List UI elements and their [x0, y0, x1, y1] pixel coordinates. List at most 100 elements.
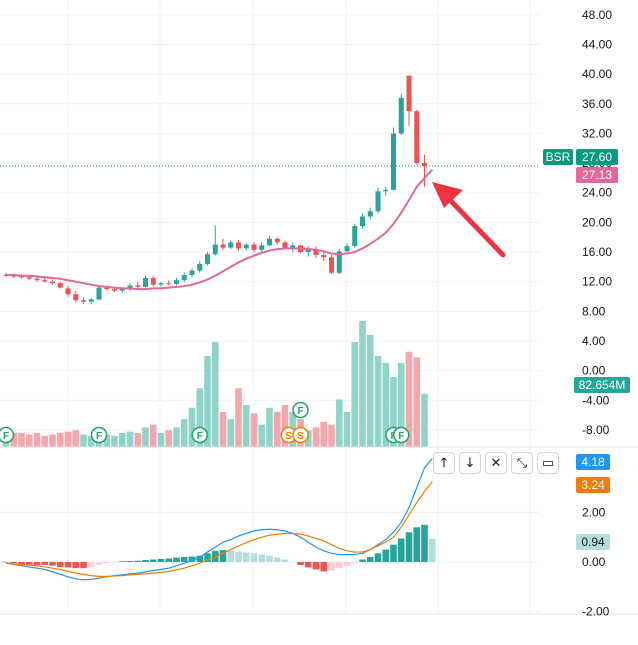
candle-body — [383, 189, 389, 192]
volume-bar — [64, 431, 72, 447]
candle-body — [367, 211, 373, 217]
candle — [360, 213, 365, 229]
grid — [0, 0, 540, 614]
volume-bar — [335, 399, 343, 447]
macd-histogram-bar — [359, 559, 366, 562]
candle — [158, 281, 164, 287]
volume-bar — [142, 427, 149, 447]
candle — [81, 297, 86, 304]
price-tick-label: 8.00 — [582, 304, 606, 318]
volume-marker-label: F — [96, 431, 102, 442]
volume-bar — [149, 424, 157, 447]
candle-body — [81, 300, 86, 302]
volume-bar — [328, 424, 335, 447]
svg-text:BSR: BSR — [546, 150, 571, 164]
maximize-pane-button[interactable]: ▭ — [537, 452, 559, 474]
volume-bar — [366, 335, 374, 447]
macd-histogram-bar — [18, 561, 25, 564]
candle — [96, 285, 102, 301]
macd-value-tag: 4.18 — [576, 454, 610, 470]
volume-bar — [103, 434, 111, 447]
volume-bar — [204, 356, 211, 447]
macd-axis: 2.00 0.00 -2.00 — [582, 505, 610, 618]
volume-bar — [382, 363, 390, 447]
candle-body — [220, 244, 226, 248]
macd-histogram-bar — [258, 554, 266, 562]
candle-body — [344, 246, 350, 252]
macd-histogram-bar — [281, 559, 289, 562]
close-pane-button[interactable]: ✕ — [485, 452, 507, 474]
macd-histogram-bar — [351, 561, 359, 564]
svg-text:3.24: 3.24 — [581, 478, 605, 492]
macd-tick-label: 2.00 — [582, 505, 606, 519]
candle — [143, 275, 148, 288]
volume-bar — [359, 321, 366, 447]
candle — [375, 187, 381, 214]
macd-histogram-bar — [2, 561, 10, 563]
macd-tick-label: 0.00 — [582, 555, 606, 569]
macd-histogram-bar — [49, 561, 56, 566]
macd-histogram-bar — [56, 561, 64, 567]
volume-bar — [49, 434, 56, 447]
candle — [166, 280, 172, 286]
candle-body — [57, 283, 63, 288]
volume-bar — [165, 430, 173, 447]
macd-histogram-bar — [126, 560, 134, 562]
price-tick-label: 0.00 — [582, 364, 606, 378]
volume-bar — [18, 433, 25, 447]
macd-histogram-bar — [397, 538, 405, 562]
macd-histogram-bar — [297, 561, 304, 565]
candle — [414, 109, 420, 165]
volume-bar — [25, 434, 33, 447]
macd-histogram-bar — [64, 561, 72, 568]
macd-histogram-bar — [428, 538, 436, 562]
macd-histogram-bar — [343, 561, 351, 566]
candle — [383, 186, 389, 196]
move-pane-up-button[interactable]: ↑ — [433, 452, 455, 474]
macd-histogram-bar — [382, 549, 390, 562]
macd-histogram-bar — [41, 561, 49, 565]
candle-body — [375, 191, 381, 212]
candle — [197, 260, 203, 273]
price-tick-label: 40.00 — [582, 67, 612, 81]
volume-marker-circle — [0, 426, 15, 444]
candle — [329, 255, 334, 275]
macd-histogram-bar — [95, 561, 103, 565]
move-pane-down-button[interactable]: ↓ — [459, 452, 481, 474]
candle — [305, 246, 311, 257]
volume-bar — [320, 421, 328, 447]
candle-body — [228, 242, 234, 248]
svg-text:0.94: 0.94 — [581, 535, 605, 549]
volume-bars — [2, 321, 428, 447]
macd-histogram-bar — [157, 558, 165, 562]
volume-bar — [56, 433, 64, 447]
macd-histogram-bar — [235, 551, 242, 562]
candle-body — [422, 163, 427, 167]
collapse-pane-button[interactable]: ⤡ — [511, 452, 533, 474]
macd-histogram-bar — [188, 556, 196, 562]
price-tick-label: 20.00 — [582, 215, 612, 229]
macd-histogram-bar — [304, 561, 312, 568]
volume-bar — [421, 393, 428, 447]
macd-histogram-bar — [87, 561, 95, 567]
volume-bar — [281, 405, 289, 447]
price-axis: 48.0044.0040.0036.0032.0028.0024.0020.00… — [582, 8, 612, 437]
volume-marker-label: S — [285, 431, 292, 442]
candle-body — [267, 238, 272, 246]
volume-bar — [242, 405, 250, 447]
volume-bar — [413, 357, 421, 447]
candle — [406, 75, 412, 127]
svg-text:4.18: 4.18 — [581, 455, 605, 469]
volume-bar — [33, 433, 41, 447]
volume-marker-circle — [292, 426, 309, 444]
candle-body — [50, 281, 55, 284]
macd-histogram-bar — [266, 555, 273, 562]
macd-histogram-bar — [80, 561, 87, 569]
candle — [336, 249, 342, 275]
annotation-arrow — [432, 182, 506, 258]
symbol-tag: BSR — [543, 149, 573, 165]
volume-bar — [312, 427, 320, 447]
svg-text:82.654M: 82.654M — [579, 378, 626, 392]
candle — [228, 240, 234, 250]
